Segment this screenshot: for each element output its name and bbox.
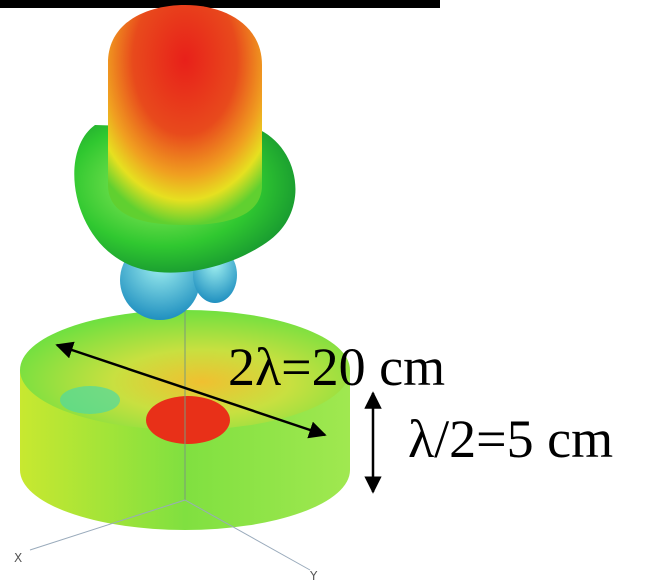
x-axis-label: X xyxy=(14,551,22,565)
figure: 2λ=20 cm λ/2=5 cm X Y xyxy=(0,0,664,582)
top-bar xyxy=(0,0,440,8)
spot xyxy=(60,386,120,414)
diameter-label: 2λ=20 cm xyxy=(228,337,445,397)
height-label: λ/2=5 cm xyxy=(408,409,613,469)
center-spot xyxy=(146,396,230,444)
y-axis-label: Y xyxy=(309,569,318,582)
main-lobe xyxy=(108,5,262,225)
